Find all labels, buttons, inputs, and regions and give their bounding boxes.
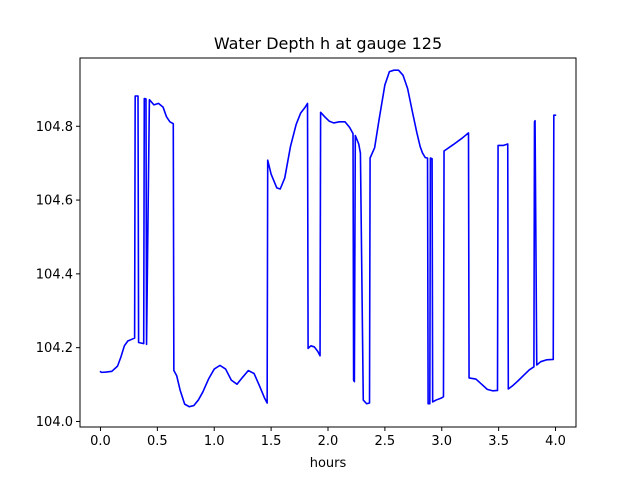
x-axis-label: hours bbox=[310, 456, 347, 471]
x-tick-label: 0.5 bbox=[147, 434, 168, 449]
y-axis: 104.0 104.2 104.4 104.6 104.8 bbox=[36, 120, 80, 430]
x-tick-label: 1.0 bbox=[204, 434, 225, 449]
x-tick-label: 0.0 bbox=[90, 434, 111, 449]
x-axis: 0.0 0.5 1.0 1.5 2.0 2.5 3.0 3.5 4.0 bbox=[90, 427, 566, 449]
x-tick-label: 1.5 bbox=[261, 434, 282, 449]
series-line-1 bbox=[99, 69, 557, 408]
y-tick-label: 104.2 bbox=[36, 341, 73, 356]
x-tick-label: 2.5 bbox=[375, 434, 396, 449]
y-tick-label: 104.6 bbox=[36, 194, 73, 209]
x-tick-label: 3.5 bbox=[488, 434, 509, 449]
y-tick-label: 104.0 bbox=[36, 415, 73, 430]
x-tick-label: 3.0 bbox=[431, 434, 452, 449]
x-tick-label: 2.0 bbox=[318, 434, 339, 449]
x-tick-label: 4.0 bbox=[545, 434, 566, 449]
y-tick-label: 104.4 bbox=[36, 267, 73, 282]
series-layer bbox=[99, 69, 557, 408]
chart-title: Water Depth h at gauge 125 bbox=[214, 34, 442, 53]
y-tick-label: 104.8 bbox=[36, 120, 73, 135]
